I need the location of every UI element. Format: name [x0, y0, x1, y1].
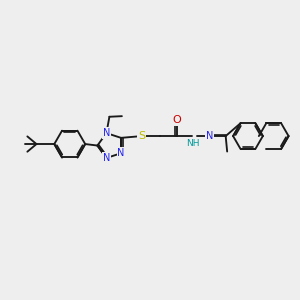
Text: N: N	[103, 128, 110, 138]
Text: N: N	[117, 148, 125, 158]
Text: S: S	[138, 131, 146, 141]
Text: N: N	[103, 153, 110, 163]
Text: N: N	[206, 131, 213, 141]
Text: NH: NH	[186, 139, 200, 148]
Text: O: O	[172, 115, 181, 125]
